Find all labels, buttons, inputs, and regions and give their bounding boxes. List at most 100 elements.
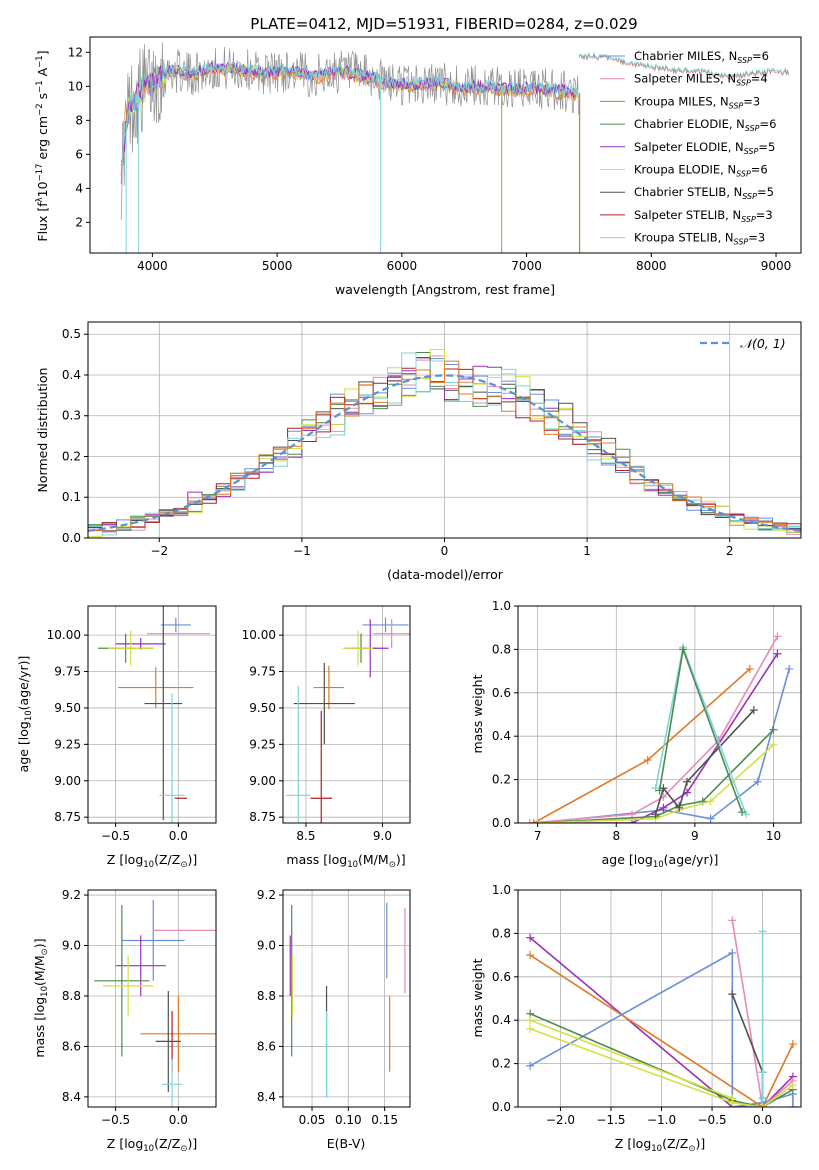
legend-label-sub: SSP <box>744 147 759 156</box>
x-tick-label: −1.0 <box>647 1113 676 1127</box>
label-part: )] <box>32 938 47 948</box>
y-tick-label: 8.4 <box>62 1090 81 1104</box>
data-point-marker <box>758 927 767 936</box>
gaussian-curve <box>88 374 801 532</box>
legend-label-value: =5 <box>758 140 775 154</box>
data-point-marker <box>643 756 652 765</box>
axes-frame <box>282 605 411 824</box>
y-tick-label: 9.75 <box>54 665 81 679</box>
y-tick-label: 4 <box>75 181 83 195</box>
legend-label-sub: SSP <box>741 215 756 224</box>
data-point-marker <box>769 725 778 734</box>
label-part: 10 <box>347 860 358 870</box>
data-point-marker <box>788 1081 797 1090</box>
x-axis-label: E(B-V) <box>327 1136 366 1151</box>
data-point-marker <box>706 814 715 823</box>
axes-frame <box>89 36 802 254</box>
label-part: mass [log <box>32 997 47 1058</box>
y-tick-label: 12 <box>68 45 83 59</box>
data-point-marker <box>526 933 535 942</box>
x-axis-label: mass [log10(M/M⊙)] <box>286 852 405 870</box>
legend-label-value: =6 <box>752 49 769 63</box>
data-point-marker <box>706 797 715 806</box>
legend-label-sub: SSP <box>742 192 757 201</box>
axes-frame <box>282 889 411 1108</box>
y-tick-label: 0.5 <box>62 327 81 341</box>
x-tick-label: −0.5 <box>101 829 130 843</box>
data-point-marker <box>526 1061 535 1070</box>
series-line <box>529 954 794 1107</box>
y-tick-label: 9.25 <box>249 737 276 751</box>
data-point-marker <box>675 803 684 812</box>
figure-title: PLATE=0412, MJD=51931, FIBERID=0284, z=0… <box>250 15 637 33</box>
y-tick-label: 1.0 <box>492 599 511 613</box>
data-point-marker <box>679 645 688 654</box>
y-tick-label: 2 <box>75 215 83 229</box>
y-tick-label: 0.0 <box>492 1100 511 1114</box>
legend-label-sub: SSP <box>737 56 752 65</box>
label-part: )] <box>187 852 197 867</box>
label-part: A <box>35 67 50 80</box>
label-part: Flux [f <box>35 202 50 242</box>
y-tick-label: 10.00 <box>242 628 276 642</box>
x-tick-label: 7000 <box>511 259 542 273</box>
label-part: Z [log <box>107 852 143 867</box>
data-point-marker <box>659 803 668 812</box>
label-part: ] <box>35 50 50 55</box>
x-tick-label: −0.5 <box>697 1113 726 1127</box>
legend-label-value: =6 <box>751 163 768 177</box>
x-tick-label: 7 <box>534 829 542 843</box>
series-line <box>529 937 794 1107</box>
data-point-marker <box>758 1103 767 1107</box>
y-tick-label: 9.00 <box>249 774 276 788</box>
x-tick-label: 10 <box>766 829 781 843</box>
data-point-marker <box>745 664 754 673</box>
legend-label-value: =3 <box>756 208 773 222</box>
y-tick-label: 0.0 <box>62 531 81 545</box>
y-tick-label: 0.8 <box>492 926 511 940</box>
legend-label: Chabrier MILES, NSSP=6 <box>634 49 769 65</box>
label-part: Z [log <box>107 1136 143 1151</box>
y-tick-label: 6 <box>75 147 83 161</box>
data-point-marker <box>749 706 758 715</box>
y-tick-label: 8 <box>75 113 83 127</box>
plot-area <box>94 900 216 1107</box>
legend-label: Kroupa ELODIE, NSSP=6 <box>634 163 768 179</box>
plot-area <box>526 916 797 1107</box>
label-part: (M/M <box>32 955 47 986</box>
data-point-marker <box>788 1040 797 1049</box>
axes-frame <box>517 605 802 824</box>
plot-area <box>98 606 210 823</box>
y-tick-label: 9.0 <box>62 939 81 953</box>
label-part: 10 <box>653 860 664 870</box>
x-axis-label: Z [log10(Z/Z⊙)] <box>615 1136 705 1154</box>
data-point-marker <box>533 819 542 823</box>
x-axis-label: wavelength [Angstrom, rest frame] <box>335 282 555 297</box>
y-tick-label: 0.2 <box>62 449 81 463</box>
y-tick-label: 8.4 <box>257 1090 276 1104</box>
data-point-marker <box>741 810 750 819</box>
legend-label: Salpeter STELIB, NSSP=3 <box>634 208 773 224</box>
x-tick-label: 9 <box>691 829 699 843</box>
label-part: ⊙ <box>180 860 187 870</box>
y-tick-label: 0.6 <box>492 970 511 984</box>
data-point-marker <box>738 808 747 817</box>
label-part: ⊙ <box>180 1144 187 1154</box>
x-tick-label: 0.05 <box>299 1113 326 1127</box>
label-part: age [log <box>602 852 653 867</box>
legend-label-sub: SSP <box>729 101 744 110</box>
legend-label-value: =6 <box>760 117 777 131</box>
x-tick-label: −2 <box>150 544 168 558</box>
label-part: )] <box>396 852 406 867</box>
y-tick-label: 0.3 <box>62 409 81 423</box>
label-part: s <box>35 93 50 104</box>
data-point-marker <box>627 810 636 819</box>
legend-label-value: =4 <box>751 72 768 86</box>
series-line <box>529 1012 794 1107</box>
x-axis-label: Z [log10(Z/Z⊙)] <box>107 1136 197 1154</box>
y-tick-label: 9.2 <box>62 888 81 902</box>
legend-label-main: Kroupa STELIB, N <box>634 231 734 245</box>
legend-label-main: Salpeter MILES, N <box>634 72 736 86</box>
label-part: −1 <box>35 55 45 68</box>
